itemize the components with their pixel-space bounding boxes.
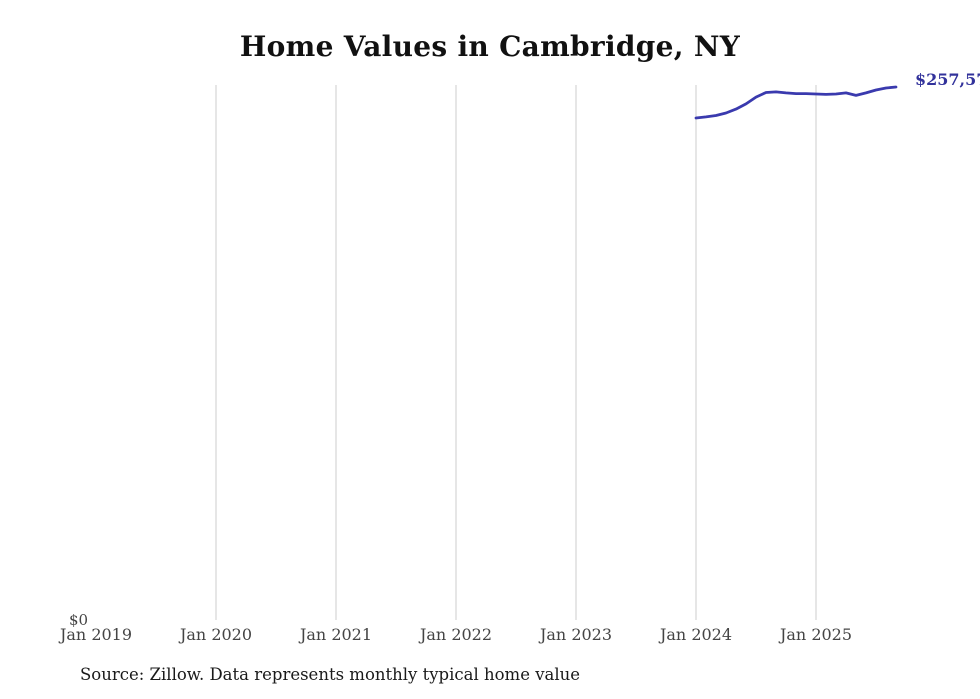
- home-value-line: [694, 85, 898, 120]
- x-tick-label: Jan 2023: [539, 625, 613, 644]
- chart-title: Home Values in Cambridge, NY: [239, 30, 741, 63]
- x-tick-label: Jan 2020: [179, 625, 253, 644]
- x-tick-label: Jan 2025: [779, 625, 853, 644]
- x-tick-label: Jan 2019: [59, 625, 133, 644]
- x-tick-label: Jan 2021: [299, 625, 373, 644]
- latest-value-label: $257,571: [915, 70, 980, 89]
- year-gridlines: [215, 85, 817, 620]
- source-note: Source: Zillow. Data represents monthly …: [80, 665, 581, 684]
- x-tick-label: Jan 2022: [419, 625, 493, 644]
- y-axis-zero-label: $0: [69, 611, 89, 629]
- x-tick-label: Jan 2024: [659, 625, 733, 644]
